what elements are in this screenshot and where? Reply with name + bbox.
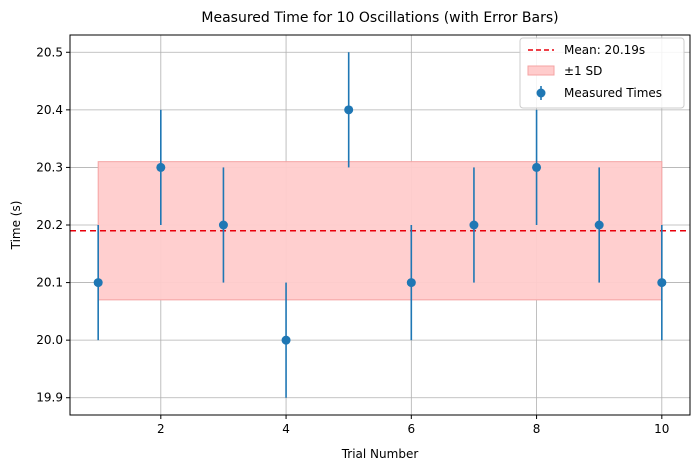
- y-axis-label: Time (s): [9, 201, 23, 251]
- x-tick-label: 10: [654, 422, 669, 436]
- legend-point-swatch: [536, 88, 546, 98]
- y-tick-label: 20.1: [36, 276, 63, 290]
- y-tick-label: 19.9: [36, 391, 63, 405]
- data-point: [344, 105, 354, 115]
- y-tick-label: 20.3: [36, 160, 63, 174]
- series-layer: [93, 52, 667, 398]
- data-point: [532, 162, 542, 172]
- x-tick-label: 2: [157, 422, 165, 436]
- chart-title: Measured Time for 10 Oscillations (with …: [201, 10, 558, 26]
- x-tick-label: 6: [407, 422, 415, 436]
- data-point: [594, 220, 604, 230]
- y-tick-label: 20.2: [36, 218, 63, 232]
- legend-box: [519, 37, 685, 109]
- y-ticks: 19.9 20.0 20.1 20.2 20.3 20.4 20.5: [36, 45, 70, 405]
- legend-sd-swatch: [527, 65, 555, 76]
- x-tick-label: 8: [533, 422, 541, 436]
- data-point: [469, 220, 479, 230]
- x-ticks: 2 4 6 8 10: [157, 415, 669, 436]
- legend-mean-label: Mean: 20.19s: [564, 43, 645, 57]
- legend-sd-label: ±1 SD: [564, 64, 602, 78]
- legend-series-label: Measured Times: [564, 86, 662, 100]
- data-point: [218, 220, 228, 230]
- data-point: [156, 162, 166, 172]
- y-tick-label: 20.0: [36, 333, 63, 347]
- data-point: [657, 278, 667, 288]
- y-tick-label: 20.5: [36, 45, 63, 59]
- data-point: [406, 278, 416, 288]
- legend: Mean: 20.19s ±1 SD Measured Times: [519, 37, 685, 109]
- x-axis-label: Trial Number: [341, 447, 419, 461]
- data-point: [93, 278, 103, 288]
- data-point: [281, 335, 291, 345]
- y-tick-label: 20.4: [36, 103, 63, 117]
- x-tick-label: 4: [282, 422, 290, 436]
